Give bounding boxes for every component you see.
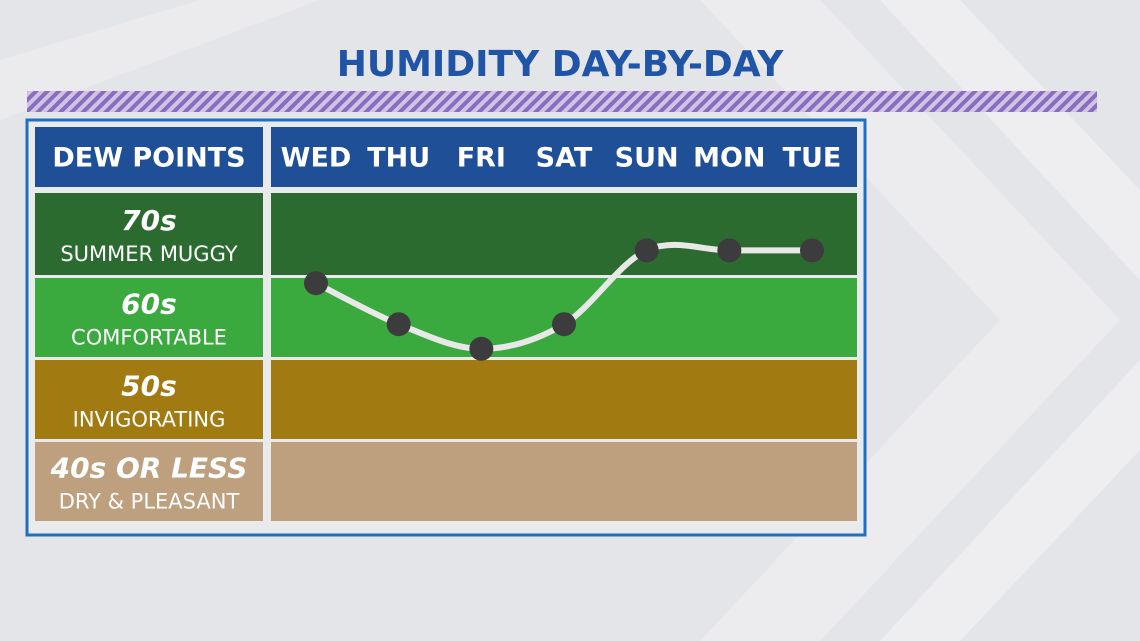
band-label: 40s OR LESS (50, 452, 248, 485)
band-description: INVIGORATING (73, 408, 226, 432)
x-tick-label: TUE (783, 143, 842, 174)
band-description: DRY & PLEASANT (59, 490, 240, 514)
band-label-cell (35, 442, 263, 521)
band-label: 70s (121, 204, 177, 237)
header-cell (35, 127, 263, 187)
band-description: COMFORTABLE (71, 326, 227, 350)
band-description: SUMMER MUGGY (60, 242, 237, 266)
band-label-cell (35, 278, 263, 357)
background-chevron (700, 0, 1120, 641)
y-header: DEW POINTS (52, 143, 245, 174)
x-tick-label: FRI (457, 143, 506, 174)
band (271, 360, 857, 439)
dew-point-marker (386, 312, 411, 337)
background-chevron (0, 0, 320, 120)
dew-point-marker (469, 336, 494, 361)
header-cell (271, 127, 857, 187)
dew-point-marker (634, 238, 659, 263)
band-label: 60s (121, 288, 177, 321)
chart-title: HUMIDITY DAY-BY-DAY (337, 44, 785, 85)
band-label-cell (35, 193, 263, 275)
x-tick-label: SUN (615, 143, 679, 174)
x-tick-label: MON (693, 143, 765, 174)
background-chevron (880, 0, 1140, 641)
divider-stripe (27, 91, 1097, 112)
dew-point-marker (717, 238, 742, 263)
dew-point-marker (552, 312, 576, 337)
band (271, 442, 857, 521)
x-tick-label: SAT (536, 143, 593, 174)
x-tick-label: THU (367, 143, 430, 174)
band (271, 193, 857, 275)
dew-point-marker (304, 271, 328, 296)
band-label-cell (35, 360, 263, 439)
chart-layer: DEW POINTS 70s SUMMER MUGGY 60s COMFORTABLE 5… (35, 127, 857, 521)
x-tick-label: WED (281, 143, 352, 174)
dew-point-marker (800, 238, 824, 263)
band-label: 50s (121, 370, 177, 403)
